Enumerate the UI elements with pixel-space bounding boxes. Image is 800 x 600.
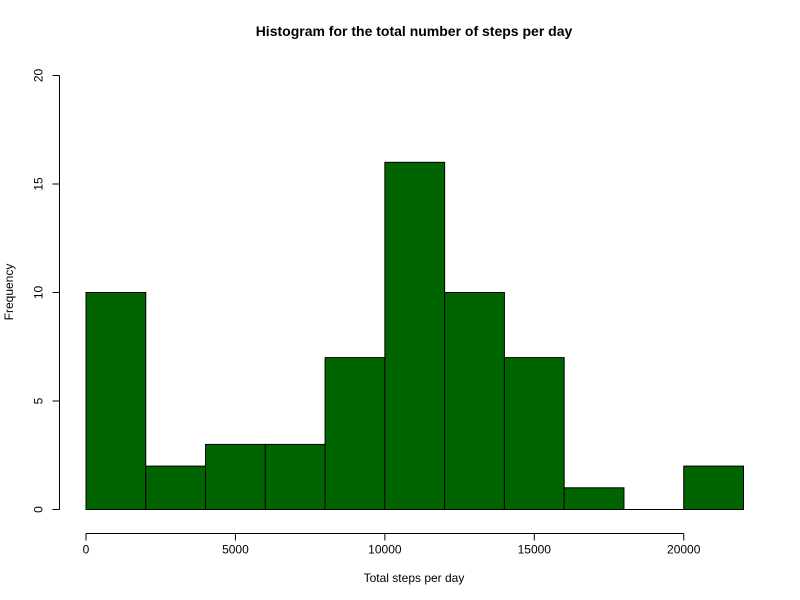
y-tick-label: 5 (32, 397, 46, 404)
histogram-bar (683, 465, 745, 511)
x-tick-label: 20000 (667, 543, 701, 557)
y-axis-label: Frequency (2, 264, 16, 321)
histogram-bar (384, 161, 446, 511)
y-axis: 0 5 10 15 20 (32, 69, 60, 513)
y-tick-label: 0 (32, 506, 46, 513)
y-tick-label: 20 (32, 69, 46, 83)
x-tick-label: 5000 (222, 543, 249, 557)
histogram-bar (324, 357, 386, 510)
histogram-bar (145, 465, 207, 511)
bars-group (85, 161, 745, 511)
y-tick-label: 15 (32, 177, 46, 191)
chart-title: Histogram for the total number of steps … (256, 23, 573, 39)
histogram-bar (205, 443, 266, 510)
histogram-bar (503, 357, 565, 510)
histogram-bar (264, 443, 326, 510)
histogram-bar (85, 292, 147, 510)
x-tick-label: 0 (83, 543, 90, 557)
x-tick-label: 15000 (518, 543, 552, 557)
x-axis: 0 5000 10000 15000 20000 (83, 533, 701, 557)
histogram-bar (444, 292, 505, 510)
y-tick-label: 10 (32, 286, 46, 300)
histogram-bar (563, 487, 625, 510)
x-axis-label: Total steps per day (364, 571, 465, 585)
x-tick-label: 10000 (368, 543, 402, 557)
